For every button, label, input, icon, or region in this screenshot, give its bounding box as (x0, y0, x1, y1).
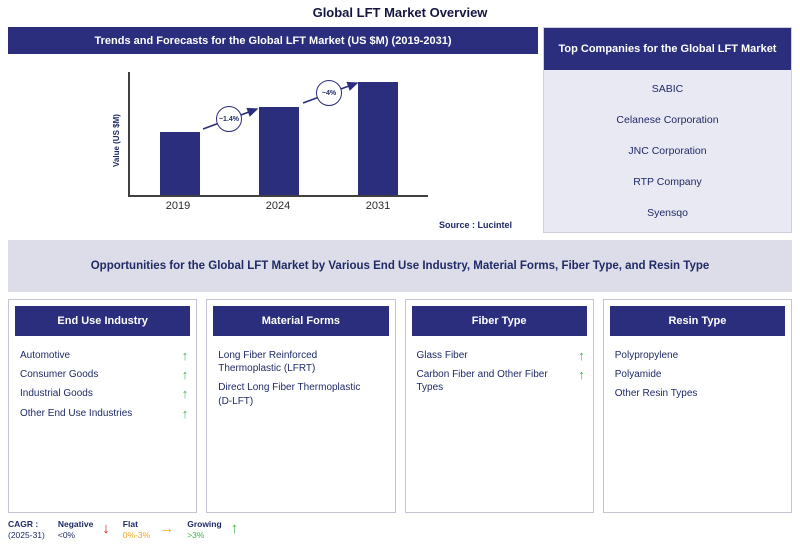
x-tick-2024: 2024 (265, 200, 291, 212)
fiber-type-column: Fiber Type Glass Fiber ↑ Carbon Fiber an… (404, 299, 594, 513)
growth-up-icon: ↑ (181, 348, 189, 363)
column-header: Material Forms (213, 306, 389, 336)
cagr-label: CAGR : (8, 519, 39, 529)
bar-2031 (358, 82, 399, 195)
list-item: Other End Use Industries ↑ (15, 404, 190, 423)
growth-up-icon: ↑ (181, 386, 189, 402)
bar-2024 (258, 107, 299, 195)
material-forms-column: Material Forms Long Fiber Reinforced The… (206, 299, 396, 513)
legend-range: <0% (57, 530, 76, 541)
column-header: Resin Type (609, 306, 785, 336)
list-item: Carbon Fiber and Other Fiber Types ↑ (412, 365, 587, 397)
bar-series (130, 72, 428, 195)
company-name: SABIC (651, 83, 684, 96)
item-label: Glass Fiber (416, 350, 468, 361)
company-name: Syensqo (647, 206, 688, 219)
item-label: Carbon Fiber and Other Fiber Types (416, 369, 548, 394)
bar-2019 (159, 132, 200, 195)
legend-label: Negative (57, 519, 94, 529)
negative-down-icon: ↓ (102, 520, 110, 537)
company-name: RTP Company (633, 175, 702, 188)
item-label: Other End Use Industries (20, 407, 133, 419)
top-row: Trends and Forecasts for the Global LFT … (8, 27, 792, 233)
item-label: Industrial Goods (20, 388, 93, 400)
trends-panel: Trends and Forecasts for the Global LFT … (8, 27, 538, 233)
cagr-title: CAGR : (2025-31) (8, 519, 45, 542)
category-columns: End Use Industry Automotive ↑ Consumer G… (8, 299, 792, 513)
list-item: Long Fiber Reinforced Thermoplastic (LFR… (213, 346, 388, 378)
x-tick-2019: 2019 (165, 200, 191, 212)
flat-right-icon: → (159, 520, 175, 537)
companies-list: SABIC Celanese Corporation JNC Corporati… (544, 70, 791, 232)
list-item: Other Resin Types (610, 384, 785, 403)
item-label: Polyamide (614, 369, 662, 381)
legend-entry-growing: Growing >3% ↑ (187, 519, 238, 542)
legend-text: Growing >3% (187, 519, 221, 542)
end-use-industry-column: End Use Industry Automotive ↑ Consumer G… (8, 299, 198, 513)
list-item: Automotive ↑ (15, 346, 190, 365)
legend-text: Flat 0%-3% (123, 519, 150, 542)
item-label: Direct Long Fiber Thermoplastic (D-LFT) (218, 382, 361, 407)
top-companies-panel: Top Companies for the Global LFT Market … (543, 27, 792, 233)
opportunities-banner: Opportunities for the Global LFT Market … (8, 240, 792, 292)
cagr-period: (2025-31) (8, 530, 45, 541)
list-item: Polypropylene (610, 346, 785, 365)
legend-label: Growing (187, 519, 222, 529)
page-title: Global LFT Market Overview (312, 5, 488, 20)
list-item: Direct Long Fiber Thermoplastic (D-LFT) (213, 378, 388, 410)
list-item: Polyamide (610, 365, 785, 384)
y-axis-label: Value (US $M) (112, 114, 121, 168)
item-label: Polypropylene (614, 350, 679, 361)
legend-range: 0%-3% (122, 530, 151, 541)
item-label: Automotive (20, 350, 71, 361)
growth-rate-badge: ~4% (316, 80, 342, 106)
trends-panel-header: Trends and Forecasts for the Global LFT … (8, 27, 538, 54)
company-name: JNC Corporation (628, 144, 707, 157)
column-header: End Use Industry (15, 306, 191, 336)
growth-up-icon: ↑ (578, 367, 585, 383)
x-tick-2031: 2031 (365, 200, 391, 212)
growth-up-icon: ↑ (578, 348, 585, 363)
chart-plot-area: ~1.4% ~4% (128, 72, 428, 197)
bar-chart: Value (US $M) (8, 60, 538, 220)
legend-text: Negative <0% (58, 519, 93, 542)
legend-entry-negative: Negative <0% ↓ (58, 519, 110, 542)
growing-up-icon: ↑ (230, 520, 239, 537)
list-item: Glass Fiber ↑ (412, 346, 587, 365)
top-companies-header: Top Companies for the Global LFT Market (544, 28, 791, 70)
company-name: Celanese Corporation (616, 114, 719, 127)
growth-trend-arrows (202, 81, 359, 130)
item-label: Long Fiber Reinforced Thermoplastic (LFR… (218, 350, 318, 375)
growth-rate-badge: ~1.4% (216, 106, 242, 132)
column-header: Fiber Type (411, 306, 587, 336)
source-note: Source : Lucintel (438, 220, 512, 230)
legend-range: >3% (187, 530, 205, 541)
legend-entry-flat: Flat 0%-3% → (123, 519, 174, 542)
growth-up-icon: ↑ (181, 367, 189, 383)
cagr-legend: CAGR : (2025-31) Negative <0% ↓ Flat 0%-… (8, 519, 792, 542)
item-label: Other Resin Types (614, 388, 698, 400)
x-axis-labels: 2019 2024 2031 (128, 200, 428, 212)
list-item: Consumer Goods ↑ (15, 365, 190, 384)
item-label: Consumer Goods (20, 369, 99, 381)
growth-up-icon: ↑ (181, 405, 189, 421)
list-item: Industrial Goods ↑ (15, 384, 190, 403)
resin-type-column: Resin Type Polypropylene Polyamide Other… (602, 299, 792, 513)
legend-label: Flat (122, 519, 138, 529)
